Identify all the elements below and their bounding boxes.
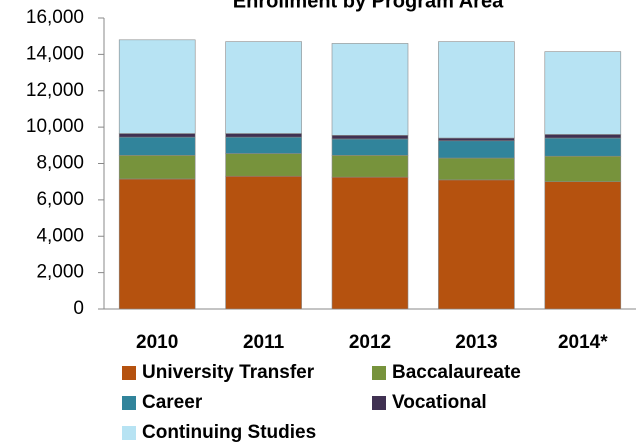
y-tick-label: 14,000 xyxy=(26,43,84,64)
bar-segment xyxy=(544,137,622,157)
y-tick-label: 4,000 xyxy=(36,225,84,246)
bar-segment xyxy=(118,133,196,138)
chart-title: Enrollment by Program Area xyxy=(233,0,504,12)
bar-segment xyxy=(331,176,409,310)
legend-swatch xyxy=(372,366,386,380)
bar-segment xyxy=(438,140,515,159)
legend-label: Vocational xyxy=(392,392,487,413)
legend-swatch xyxy=(372,396,386,410)
legend-swatch xyxy=(122,426,136,440)
y-tick-label: 6,000 xyxy=(36,189,84,210)
y-tick-label: 8,000 xyxy=(36,153,84,174)
bar-segment xyxy=(225,136,302,154)
x-tick-label: 2010 xyxy=(136,332,178,353)
y-tick-label: 12,000 xyxy=(26,80,84,101)
bar-segment xyxy=(331,43,409,136)
bar-segment xyxy=(118,178,196,310)
bar-segment xyxy=(225,175,302,310)
bar-segment xyxy=(544,51,622,135)
x-tick-label: 2013 xyxy=(455,332,497,353)
bar-segment xyxy=(544,181,622,310)
bar-segment xyxy=(225,41,302,134)
bar-segment xyxy=(438,157,515,181)
bar-segment xyxy=(118,136,196,156)
bar-segment xyxy=(118,155,196,180)
bar-segment xyxy=(331,135,409,140)
legend-label: Continuing Studies xyxy=(142,422,316,443)
bar-segment xyxy=(331,138,409,156)
legend-swatch xyxy=(122,396,136,410)
legend-label: Baccalaureate xyxy=(392,362,521,383)
bar-segment xyxy=(438,41,515,139)
bar-segment xyxy=(225,153,302,177)
bar-segment xyxy=(438,137,515,142)
bar-segment xyxy=(438,179,515,310)
y-tick-label: 0 xyxy=(73,298,84,319)
y-tick-label: 16,000 xyxy=(26,7,84,28)
bar-segment xyxy=(331,155,409,178)
x-tick-label: 2012 xyxy=(349,332,391,353)
legend-label: University Transfer xyxy=(142,362,315,383)
bar-segment xyxy=(225,133,302,138)
y-tick-label: 2,000 xyxy=(36,262,84,283)
x-tick-label: 2011 xyxy=(243,332,285,353)
y-tick-label: 10,000 xyxy=(26,116,84,137)
bar-segment xyxy=(118,39,196,134)
bar-segment xyxy=(544,134,622,139)
legend-label: Career xyxy=(142,392,203,413)
bar-segment xyxy=(544,155,622,182)
legend-swatch xyxy=(122,366,136,380)
x-tick-label: 2014* xyxy=(558,332,608,353)
